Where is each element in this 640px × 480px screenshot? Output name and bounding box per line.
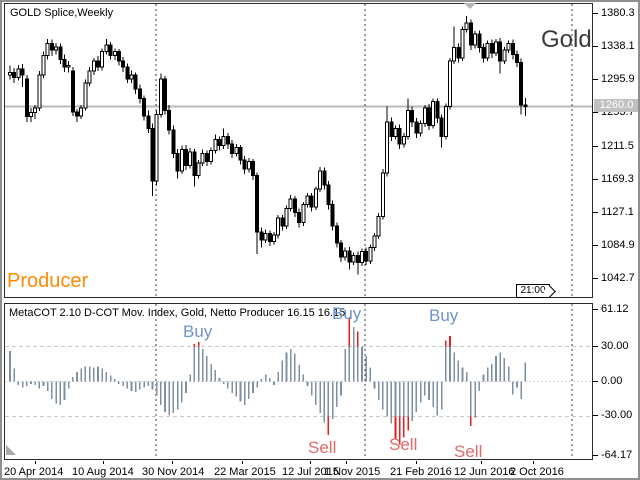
indicator-tick-label: -30.00 xyxy=(601,409,633,422)
arrow-down-marker-icon[interactable] xyxy=(464,3,476,9)
panel-resize-grip[interactable] xyxy=(6,445,16,455)
indicator-tick xyxy=(593,380,598,382)
time-tick xyxy=(416,461,417,464)
price-tick-label: 1127.1 xyxy=(601,205,634,218)
time-tick xyxy=(533,461,534,464)
time-tick xyxy=(346,461,347,464)
time-axis-label: 20 Apr 2014 xyxy=(4,466,64,478)
time-axis-label: 12 Jul 2015 xyxy=(282,466,339,478)
price-tick xyxy=(593,112,598,114)
time-tick xyxy=(242,461,243,464)
price-tick xyxy=(593,13,598,14)
price-tick xyxy=(593,211,598,213)
time-axis-label: 1 Nov 2015 xyxy=(324,466,381,478)
indicator-title: MetaCOT 2.10 D-COT Mov. Index, Gold, Net… xyxy=(9,307,346,319)
symbol-watermark: Gold xyxy=(541,26,592,53)
candlestick-chart xyxy=(5,4,592,297)
time-axis-label: 10 Aug 2014 xyxy=(72,466,134,478)
cot-histogram xyxy=(5,304,592,459)
indicator-tick xyxy=(593,309,598,311)
chart-title: GOLD Splice,Weekly xyxy=(10,7,114,19)
indicator-panel[interactable]: MetaCOT 2.10 D-COT Mov. Index, Gold, Net… xyxy=(4,303,593,460)
price-tick xyxy=(593,145,598,147)
sell-signal-label[interactable]: Sell xyxy=(308,438,337,457)
price-tick-label: 1338.1 xyxy=(601,40,635,53)
time-axis-label: 2 Oct 2016 xyxy=(510,466,564,478)
price-tick xyxy=(593,46,598,48)
sell-signal-label[interactable]: Sell xyxy=(454,442,483,461)
price-tick xyxy=(593,79,598,81)
time-axis-label: 22 Mar 2015 xyxy=(214,466,276,478)
time-axis-label: 12 Jun 2016 xyxy=(454,466,515,478)
producer-label: Producer xyxy=(7,270,89,292)
time-tick xyxy=(35,461,36,464)
price-tick-label: 1169.3 xyxy=(601,172,634,185)
price-tick-label: 1295.9 xyxy=(601,73,635,86)
time-tick xyxy=(172,461,173,464)
time-marker-tag[interactable]: 21:00 xyxy=(516,284,556,298)
time-marker-label: 21:00 xyxy=(520,285,546,296)
time-tick xyxy=(310,461,311,464)
buy-signal-label[interactable]: Buy xyxy=(332,304,362,323)
indicator-tick xyxy=(593,415,598,417)
price-axis[interactable]: 1260.0 1380.3 1338.1 1295.9 1253.7 1211.5 116… xyxy=(593,2,638,462)
price-tick-label: 1211.5 xyxy=(601,139,634,152)
buy-signal-label[interactable]: Buy xyxy=(429,306,459,325)
buy-signal-label[interactable]: Buy xyxy=(183,322,213,341)
indicator-tick-label: 61.12 xyxy=(601,303,629,316)
indicator-tick-label: -64.17 xyxy=(601,449,633,462)
price-tick xyxy=(593,278,598,279)
price-chart-panel[interactable]: GOLD Splice,Weekly Gold Producer xyxy=(4,3,593,298)
time-axis-label: 21 Feb 2016 xyxy=(390,466,452,478)
time-axis-label: 30 Nov 2014 xyxy=(142,466,205,478)
indicator-tick xyxy=(593,455,598,457)
current-price-badge: 1260.0 xyxy=(594,98,638,112)
indicator-tick xyxy=(593,345,598,347)
indicator-tick-label: 0.00 xyxy=(601,374,623,387)
time-tick xyxy=(103,461,104,464)
time-axis[interactable]: 20 Apr 2014 10 Aug 2014 30 Nov 2014 22 Mar … xyxy=(2,461,638,478)
time-tick xyxy=(481,461,482,464)
indicator-tick-label: 30.00 xyxy=(601,339,629,352)
price-tick-label: 1084.9 xyxy=(601,238,635,251)
price-tick-label: 1042.7 xyxy=(601,272,635,284)
price-tick-label: 1380.3 xyxy=(601,7,635,19)
price-tick xyxy=(593,244,598,246)
sell-signal-label[interactable]: Sell xyxy=(389,435,418,454)
price-tick xyxy=(593,178,598,180)
